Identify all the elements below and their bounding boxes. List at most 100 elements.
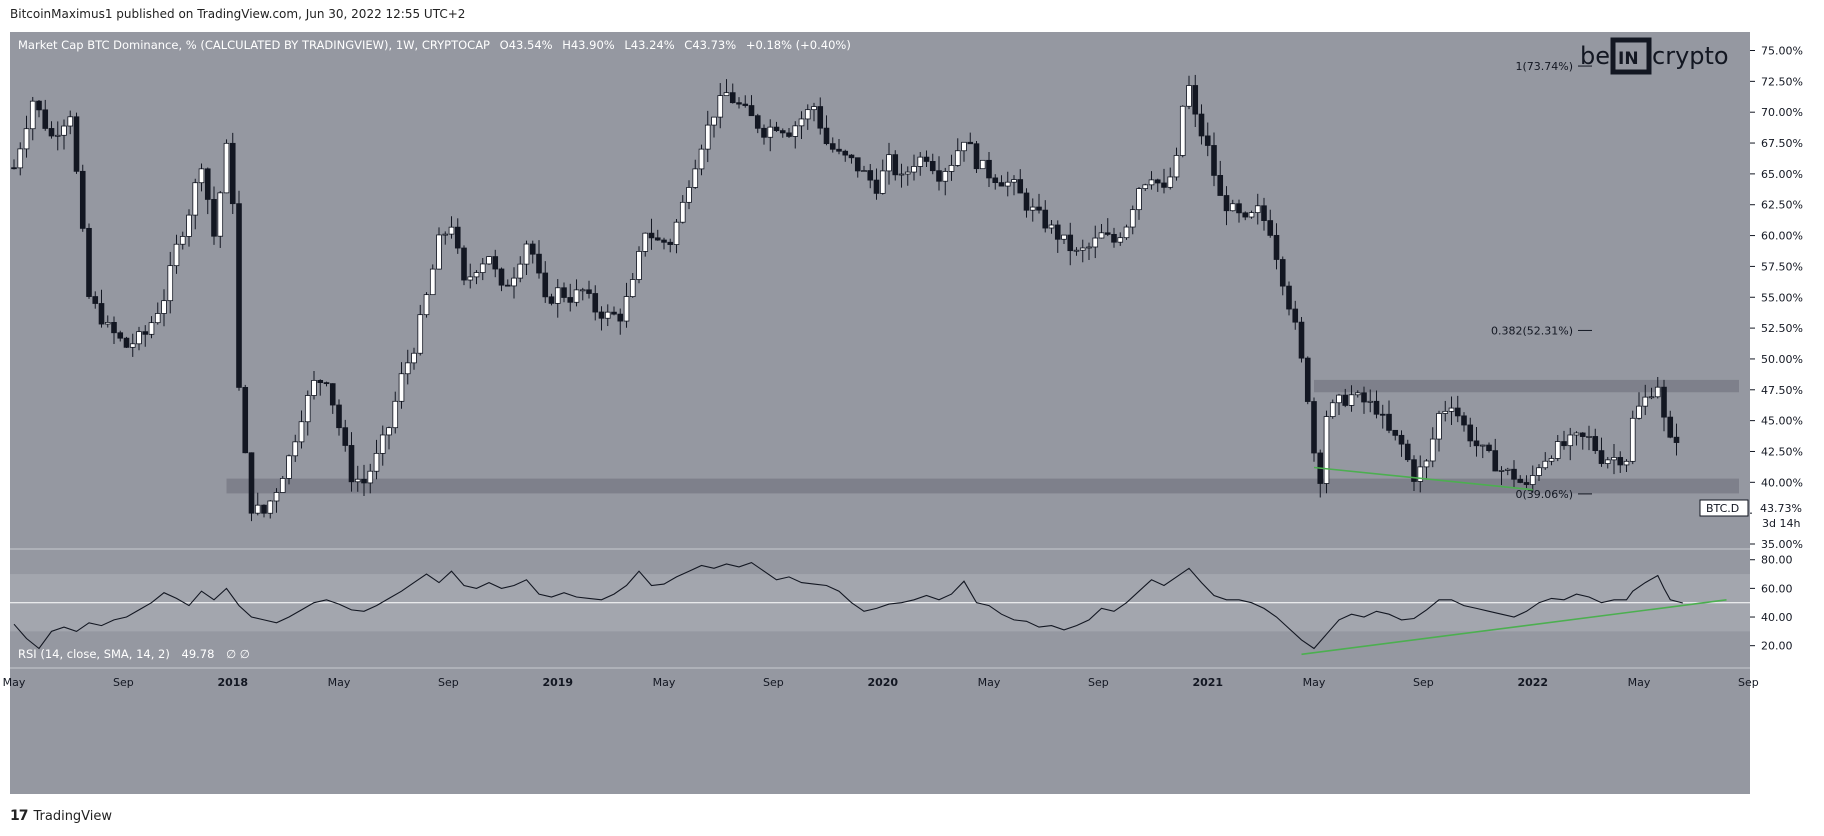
- candle: [1104, 218, 1111, 237]
- candle: [823, 115, 830, 146]
- candle: [1642, 384, 1649, 416]
- candle: [829, 137, 836, 153]
- candle-body: [167, 265, 174, 302]
- candle: [304, 390, 311, 436]
- candle: [286, 454, 292, 485]
- candle: [1017, 169, 1024, 194]
- candle-body: [986, 159, 992, 179]
- candle-body: [1479, 444, 1486, 447]
- candle-body: [1473, 440, 1480, 447]
- candle-body: [661, 239, 667, 243]
- candle: [298, 410, 305, 449]
- candle: [923, 150, 930, 168]
- candle: [1617, 451, 1624, 473]
- candle-body: [286, 455, 292, 479]
- candle: [242, 384, 249, 454]
- candle-body: [667, 241, 674, 245]
- candle: [486, 256, 492, 265]
- candle-body: [861, 170, 867, 172]
- candle: [742, 95, 749, 108]
- candle-body: [1248, 212, 1255, 218]
- candle-body: [1223, 195, 1230, 212]
- candle-body: [292, 441, 299, 457]
- candle: [1342, 388, 1349, 408]
- tradingview-footer[interactable]: 17 TradingView: [10, 808, 112, 824]
- candle: [898, 163, 905, 188]
- candle-body: [398, 373, 405, 402]
- candle: [1592, 428, 1599, 454]
- candle: [492, 249, 499, 278]
- candle: [873, 168, 880, 200]
- candle: [211, 186, 217, 245]
- time-tick-label: May: [1303, 676, 1326, 689]
- fib-label: 0(39.06%): [1515, 488, 1573, 501]
- candle-body: [92, 296, 99, 304]
- candle: [1517, 475, 1524, 484]
- candle-body: [423, 294, 430, 316]
- candle-body: [1392, 429, 1399, 436]
- chart-svg[interactable]: 1(73.74%) 0.382(52.31%) 0(39.06%) May Sep 20…: [0, 24, 1824, 830]
- candle: [311, 370, 317, 400]
- candle: [1192, 74, 1199, 127]
- candle: [1492, 438, 1499, 472]
- candle-body: [711, 116, 717, 126]
- candle: [354, 465, 361, 492]
- candle: [1611, 444, 1617, 475]
- candle-body: [273, 492, 280, 502]
- candle: [104, 315, 111, 328]
- candle: [417, 304, 424, 356]
- candle: [779, 128, 786, 138]
- candle: [1011, 175, 1017, 196]
- candle: [111, 316, 117, 344]
- descending-support-line: [1313, 466, 1533, 491]
- candle-body: [611, 311, 617, 315]
- candle-body: [479, 263, 486, 273]
- candle: [567, 283, 574, 312]
- time-tick-label: May: [978, 676, 1001, 689]
- rsi-pane[interactable]: [10, 561, 1750, 656]
- candle: [592, 285, 599, 321]
- candle: [1636, 392, 1642, 420]
- candle-body: [311, 380, 317, 396]
- publish-caption: BitcoinMaximus1 published on TradingView…: [10, 7, 466, 21]
- candle: [98, 289, 105, 328]
- candle: [1479, 444, 1486, 459]
- candle: [1079, 239, 1086, 263]
- candle: [1292, 300, 1299, 330]
- candle: [398, 362, 405, 409]
- candle: [279, 476, 286, 493]
- candle-body: [1554, 441, 1561, 459]
- candle-body: [629, 279, 636, 297]
- last-price: 43.73%: [1760, 502, 1802, 515]
- candle-body: [1617, 457, 1624, 466]
- candle-body: [29, 100, 36, 130]
- candle: [1561, 430, 1567, 450]
- candle: [573, 279, 580, 307]
- candle-body: [1654, 386, 1661, 398]
- candle: [1536, 464, 1542, 482]
- candle: [61, 119, 67, 150]
- candle: [404, 349, 411, 385]
- candle-body: [1036, 206, 1042, 211]
- candle-body: [1104, 232, 1111, 235]
- candle: [329, 383, 336, 414]
- candle-body: [1529, 475, 1536, 485]
- candle: [604, 304, 611, 327]
- candle: [729, 83, 736, 104]
- candle-body: [498, 268, 505, 286]
- candle: [198, 163, 205, 192]
- candle: [73, 112, 80, 174]
- candle-body: [136, 331, 142, 345]
- candle-body: [267, 500, 274, 514]
- candle: [1361, 386, 1367, 414]
- candle: [542, 261, 549, 303]
- candle-body: [1436, 413, 1442, 440]
- candle: [1004, 171, 1011, 197]
- price-tick-label: 57.50%: [1761, 260, 1803, 273]
- price-tick-label: 75.00%: [1761, 45, 1803, 58]
- candle: [267, 500, 274, 519]
- time-tick-label: 2019: [542, 676, 573, 689]
- candle-body: [248, 452, 255, 514]
- time-tick-label: Sep: [1088, 676, 1109, 689]
- price-pane[interactable]: 1(73.74%) 0.382(52.31%) 0(39.06%): [10, 60, 1750, 550]
